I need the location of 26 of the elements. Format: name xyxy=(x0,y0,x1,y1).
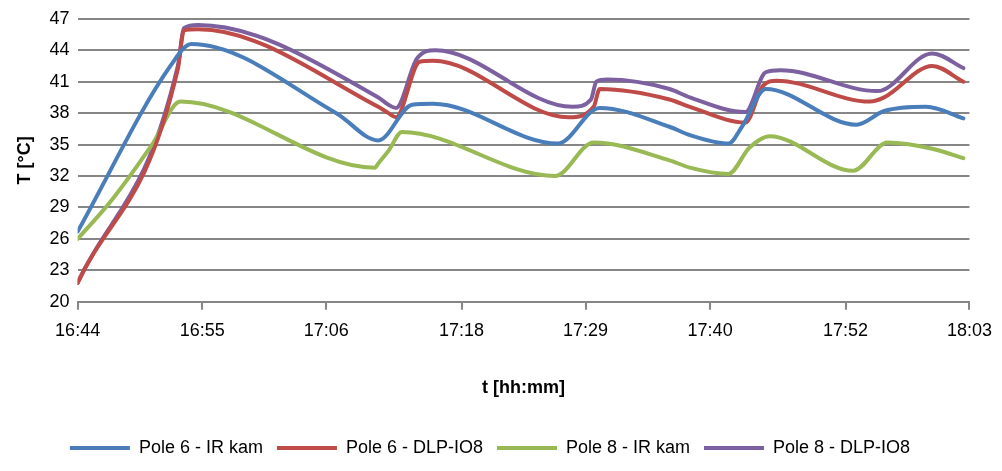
legend-label: Pole 6 - IR kam xyxy=(138,436,263,457)
y-axis-title: T [°C] xyxy=(13,136,34,185)
x-tick-label: 16:55 xyxy=(179,319,225,340)
legend-label: Pole 6 - DLP-IO8 xyxy=(345,436,484,457)
y-tick-label: 38 xyxy=(49,102,70,123)
legend-label: Pole 8 - DLP-IO8 xyxy=(773,436,911,457)
legend-label: Pole 8 - IR kam xyxy=(566,436,691,457)
y-tick-label: 35 xyxy=(49,133,70,154)
line-series xyxy=(77,99,966,241)
x-tick-label: 17:06 xyxy=(303,319,349,340)
y-tick-label: 44 xyxy=(49,39,70,60)
y-tick-label: 47 xyxy=(49,7,70,28)
y-tick-label: 29 xyxy=(49,196,70,217)
y-tick-label: 41 xyxy=(49,70,70,91)
y-tick-label: 20 xyxy=(49,290,70,311)
x-tick-label: 16:44 xyxy=(55,319,101,340)
y-tick-label: 32 xyxy=(49,164,70,185)
x-tick-label: 17:18 xyxy=(439,319,485,340)
x-tick-label: 17:52 xyxy=(823,319,869,340)
y-tick-label: 26 xyxy=(49,227,70,248)
line-series xyxy=(77,41,966,234)
x-tick-label: 17:29 xyxy=(562,319,609,340)
x-tick-label: 17:40 xyxy=(687,319,733,340)
x-tick-label: 18:03 xyxy=(946,319,992,340)
y-tick-label: 23 xyxy=(49,259,70,280)
x-axis-title: t [hh:mm] xyxy=(482,377,566,398)
